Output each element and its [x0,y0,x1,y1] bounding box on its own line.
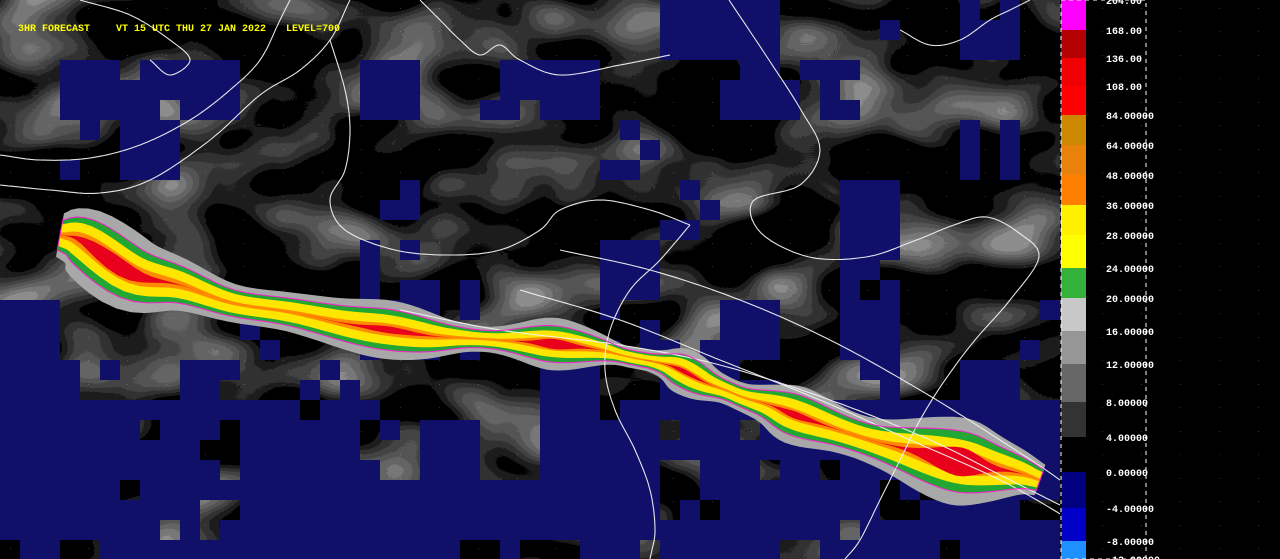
svg-text:-4.00000: -4.00000 [1106,505,1154,516]
svg-text:-8.00000: -8.00000 [1106,538,1154,549]
svg-text:LEVEL=700: LEVEL=700 [286,24,340,35]
svg-text:24.00000: 24.00000 [1106,265,1154,276]
svg-text:28.00000: 28.00000 [1106,232,1154,243]
svg-text:8.00000: 8.00000 [1106,399,1148,410]
svg-text:168.00: 168.00 [1106,27,1142,38]
svg-text:4.00000: 4.00000 [1106,434,1148,445]
svg-text:16.00000: 16.00000 [1106,328,1154,339]
svg-text:108.00: 108.00 [1106,83,1142,94]
svg-text:204.00: 204.00 [1106,0,1142,8]
svg-text:36.00000: 36.00000 [1106,202,1154,213]
svg-text:20.00000: 20.00000 [1106,295,1154,306]
svg-text:84.00000: 84.00000 [1106,112,1154,123]
svg-text:VT 15 UTC THU 27 JAN 2022: VT 15 UTC THU 27 JAN 2022 [116,24,266,35]
svg-text:3HR FORECAST: 3HR FORECAST [18,24,90,35]
svg-text:64.00000: 64.00000 [1106,142,1154,153]
svg-text:0.00000: 0.00000 [1106,469,1148,480]
svg-text:136.00: 136.00 [1106,55,1142,66]
svg-text:48.00000: 48.00000 [1106,172,1154,183]
svg-text:12.00000: 12.00000 [1106,361,1154,372]
